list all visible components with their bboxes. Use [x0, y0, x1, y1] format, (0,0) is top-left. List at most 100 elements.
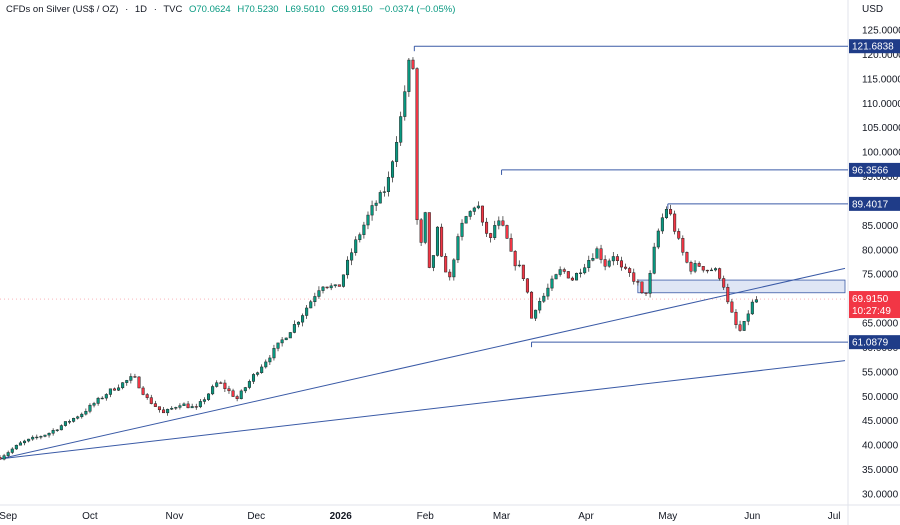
candle: [685, 252, 689, 263]
candle: [264, 361, 268, 368]
x-tick-label: Nov: [166, 511, 184, 522]
candle: [501, 220, 505, 226]
candle: [632, 272, 636, 282]
candle: [452, 259, 456, 278]
candle: [509, 238, 513, 252]
high-value: H70.5230: [237, 4, 279, 15]
candle: [517, 264, 521, 267]
candle: [664, 208, 668, 218]
candle: [63, 421, 67, 426]
y-tick-label: 75.0000: [862, 270, 899, 281]
candle: [497, 220, 501, 226]
candle: [538, 301, 542, 311]
candle: [219, 382, 223, 384]
candle: [591, 258, 595, 261]
candle: [133, 376, 137, 378]
candle: [709, 269, 713, 272]
candle: [112, 388, 117, 391]
candle: [734, 311, 738, 325]
x-tick-label: Feb: [417, 511, 435, 522]
candle: [313, 296, 317, 302]
candle: [530, 291, 534, 319]
close-value: C69.9150: [331, 4, 373, 15]
candle: [198, 401, 202, 408]
candle: [644, 292, 648, 294]
candle: [166, 408, 170, 414]
candle: [468, 211, 472, 217]
x-tick-label: Oct: [82, 511, 98, 522]
open-value: O70.0624: [188, 4, 231, 15]
candle: [76, 416, 80, 419]
candle: [521, 264, 525, 280]
y-tick-label: 50.0000: [862, 392, 899, 403]
candle: [186, 403, 190, 409]
candle: [350, 252, 354, 261]
level-label-bg: [849, 39, 900, 54]
candle: [284, 337, 288, 341]
candle: [411, 59, 415, 69]
candle: [697, 263, 701, 267]
candle: [603, 259, 607, 267]
candle: [403, 91, 407, 117]
candle: [0, 457, 2, 460]
candle: [341, 274, 345, 287]
candle: [746, 313, 750, 322]
symbol-name[interactable]: CFDs on Silver (US$ / OZ): [6, 4, 119, 15]
data-source: TVC: [163, 4, 183, 15]
candle: [268, 357, 272, 363]
candle: [72, 417, 76, 422]
candle: [546, 287, 550, 297]
candle: [390, 161, 395, 178]
candle: [170, 407, 174, 410]
x-tick-label: 2026: [330, 511, 353, 522]
candle: [358, 234, 362, 241]
candle: [673, 213, 677, 232]
candle: [714, 268, 718, 271]
y-tick-label: 65.0000: [862, 319, 899, 330]
candle: [550, 278, 554, 289]
level-label: 96.3566: [852, 165, 889, 176]
candle: [493, 225, 497, 238]
candle: [137, 376, 141, 389]
y-tick-label: 80.0000: [862, 245, 899, 256]
candle: [395, 141, 399, 162]
candle: [141, 387, 145, 395]
candle: [431, 255, 435, 268]
candle: [660, 217, 664, 232]
level-label-bg: [849, 196, 900, 211]
candle: [726, 286, 730, 303]
candle: [2, 455, 6, 460]
candle: [305, 307, 309, 316]
candle: [595, 248, 599, 259]
candle: [562, 269, 566, 272]
candle: [558, 269, 562, 275]
candle: [301, 315, 305, 323]
candle: [231, 390, 235, 397]
candle: [88, 404, 92, 412]
trendline[interactable]: [0, 360, 846, 460]
candle: [10, 448, 14, 453]
ohlc-legend: CFDs on Silver (US$ / OZ) · 1D · TVC O70…: [6, 4, 456, 15]
interval-label[interactable]: 1D: [134, 4, 148, 15]
candle: [460, 222, 464, 237]
candle: [239, 390, 243, 400]
candle: [693, 263, 697, 272]
candle: [23, 440, 27, 444]
candle: [750, 301, 754, 315]
candle: [292, 324, 296, 333]
support-zone[interactable]: [637, 279, 846, 294]
candle: [640, 281, 644, 294]
candle: [689, 262, 693, 272]
candle: [636, 281, 640, 283]
candle: [566, 271, 570, 279]
candle: [615, 256, 619, 261]
candle: [153, 403, 157, 407]
candle: [100, 397, 104, 400]
level-label: 121.6838: [852, 42, 894, 53]
y-tick-label: 120.0000: [862, 50, 900, 61]
candle: [378, 192, 382, 204]
candle: [157, 406, 161, 411]
trendline[interactable]: [0, 267, 846, 460]
level-label-bg: [849, 335, 900, 350]
